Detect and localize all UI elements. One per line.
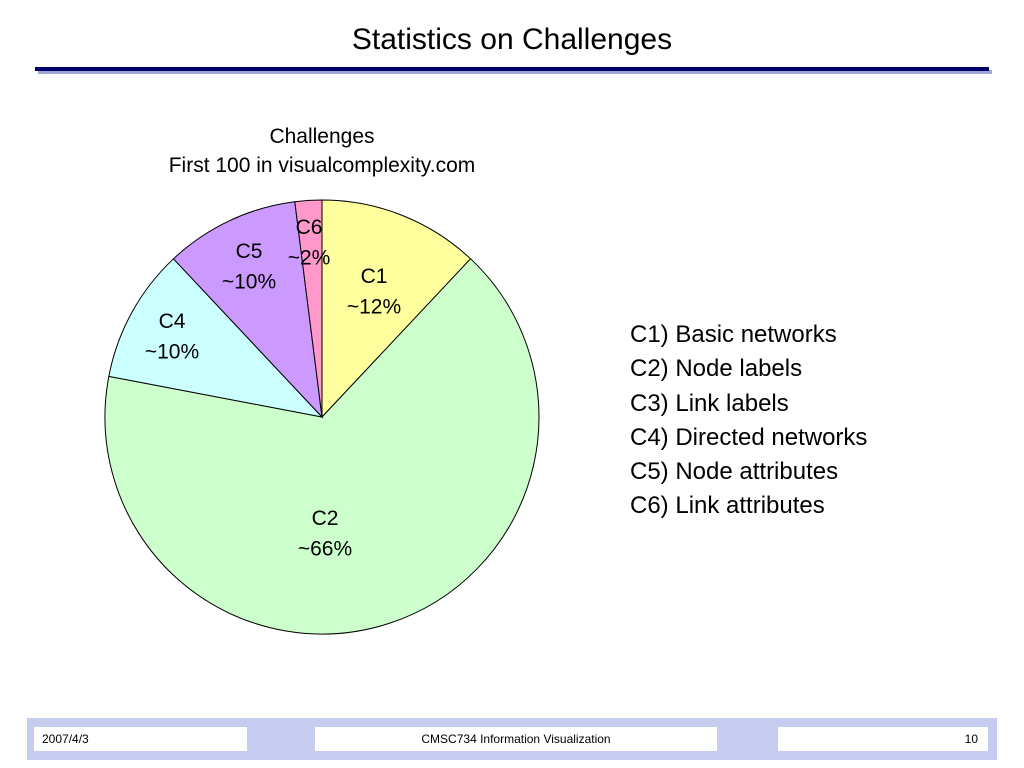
legend: C1) Basic networks C2) Node labels C3) L…	[630, 318, 867, 524]
pie-slice-c6	[294, 199, 323, 418]
legend-item-c4: C4) Directed networks	[630, 423, 868, 451]
chart-title: Challenges	[269, 125, 375, 148]
pie-slices	[104, 199, 540, 635]
legend-item-c3: C3) Link labels	[630, 389, 789, 417]
title-rule-shadow	[38, 70, 992, 74]
pie-label-c6: C6 ~2%	[288, 216, 331, 269]
footer-course: CMSC734 Information Visualization	[315, 727, 717, 751]
pie-labels: C1 ~12% C2 ~66% C4 ~10% C5 ~10% C6 ~2%	[145, 216, 401, 560]
legend-item-c2: C2) Node labels	[630, 355, 803, 383]
legend-item-c6: C6) Link attributes	[630, 492, 825, 520]
chart-title-block: Challenges First 100 in visualcomplexity…	[110, 122, 534, 180]
slide-title: Statistics on Challenges	[351, 23, 673, 56]
legend-item-c1: C1) Basic networks	[630, 321, 837, 348]
pie-slice-c1	[321, 199, 472, 419]
chart-subtitle: First 100 in visualcomplexity.com	[168, 154, 476, 177]
legend-item-c5: C5) Node attributes	[630, 458, 839, 486]
pie-slice-c2	[104, 258, 540, 635]
pie-label-c1: C1 ~12%	[347, 265, 401, 318]
pie-label-c4: C4 ~10%	[145, 310, 199, 363]
pie-slice-c4	[108, 258, 324, 418]
footer-page-number: 10	[778, 727, 988, 751]
pie-label-c2: C2 ~66%	[298, 507, 352, 560]
title-rule	[35, 67, 989, 71]
footer-date: 2007/4/3	[34, 727, 247, 751]
pie-label-c5: C5 ~10%	[222, 240, 276, 293]
pie-slice-c5	[172, 201, 323, 419]
